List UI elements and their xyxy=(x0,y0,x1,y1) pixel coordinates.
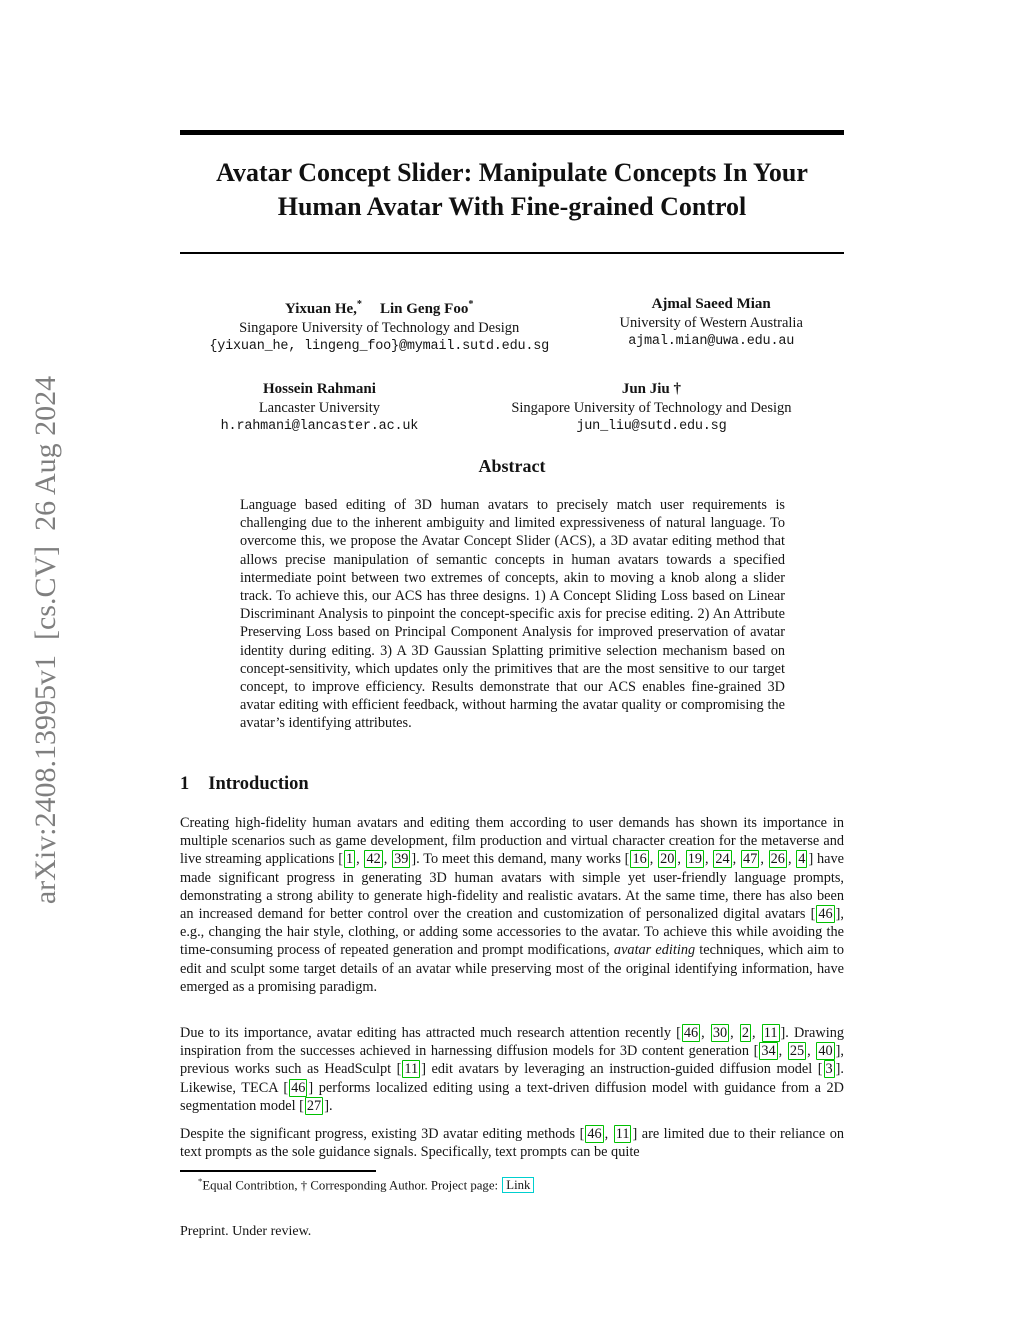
text-run: Due to its importance, avatar editing ha… xyxy=(180,1025,681,1041)
citation-ref[interactable]: 11 xyxy=(402,1060,421,1079)
author-email: jun_liu@sutd.edu.sg xyxy=(576,419,727,434)
author-block: Hossein Rahmani Lancaster University h.rah… xyxy=(180,380,459,436)
citation-ref[interactable]: 39 xyxy=(392,850,411,869)
author-email: h.rahmani@lancaster.ac.uk xyxy=(220,419,419,434)
arxiv-watermark: arXiv:2408.13995v1 [cs.CV] 26 Aug 2024 xyxy=(29,375,62,905)
author-name: Yixuan He, xyxy=(284,301,357,317)
author-affiliation: Lancaster University xyxy=(258,400,381,416)
text-run: ]. To meet this demand, many works [ xyxy=(411,851,630,868)
title-rule-bottom xyxy=(180,252,844,254)
text-run: , xyxy=(787,851,796,868)
text-run: , xyxy=(752,1025,761,1041)
intro-paragraph-1: Creating high-fidelity human avatars and… xyxy=(180,814,844,996)
text-run: , xyxy=(807,1043,816,1060)
intro-paragraph-2: Due to its importance, avatar editing ha… xyxy=(180,1024,844,1115)
text-run: ]. xyxy=(324,1097,333,1114)
paper-title: Avatar Concept Slider: Manipulate Concep… xyxy=(180,156,844,224)
author-name: Hossein Rahmani xyxy=(262,381,376,397)
italic-text: avatar editing xyxy=(613,942,696,959)
citation-ref[interactable]: 1 xyxy=(343,850,356,869)
citation-ref[interactable]: 42 xyxy=(364,850,383,869)
citation-ref[interactable]: 16 xyxy=(630,850,649,869)
author-name: Lin Geng Foo xyxy=(379,301,469,317)
citation-ref[interactable]: 46 xyxy=(289,1078,308,1097)
text-run: Equal Contribtion, † Corresponding Autho… xyxy=(202,1178,502,1193)
citation-ref[interactable]: 11 xyxy=(761,1024,780,1042)
text-run: ], previous works such as HeadSculpt [ xyxy=(180,1043,844,1078)
author-names: Jun Jiu † xyxy=(459,380,844,399)
citation-ref[interactable]: 46 xyxy=(585,1125,604,1143)
text-run: , xyxy=(383,851,392,868)
text-run: ] edit avatars by leveraging an instruct… xyxy=(421,1061,823,1078)
text-run: , xyxy=(760,851,768,868)
authors-row-2: Hossein Rahmani Lancaster University h.rah… xyxy=(180,380,844,436)
project-page-link[interactable]: Link xyxy=(502,1177,535,1194)
author-affiliation: Singapore University of Technology and D… xyxy=(239,320,520,336)
footnote: *Equal Contribtion, † Corresponding Auth… xyxy=(180,1176,844,1194)
citation-ref[interactable]: 19 xyxy=(685,850,705,869)
citation-ref[interactable]: 34 xyxy=(759,1042,778,1061)
citation-ref[interactable]: 46 xyxy=(816,905,835,924)
text-run: Despite the significant progress, existi… xyxy=(180,1126,585,1142)
section-title: Introduction xyxy=(208,774,309,794)
footnote-marker: * xyxy=(198,1176,203,1186)
preprint-note: Preprint. Under review. xyxy=(180,1224,312,1239)
text-run: ] performs localized editing using a tex… xyxy=(180,1079,845,1114)
text-run: Creating high-fidelity human avatars and… xyxy=(180,815,844,868)
author-block: Yixuan He,* Lin Geng Foo* Singapore Univer… xyxy=(180,295,578,356)
text-run: , xyxy=(604,1126,613,1142)
citation-ref[interactable]: 20 xyxy=(658,850,677,869)
text-run: , xyxy=(730,1025,739,1041)
abstract-text: Language based editing of 3D human avata… xyxy=(240,497,785,732)
citation-ref[interactable]: 30 xyxy=(710,1024,730,1042)
section-heading-introduction: 1 Introduction xyxy=(180,774,309,795)
text-run: , xyxy=(705,851,713,868)
author-name: Jun Jiu † xyxy=(621,381,682,397)
text-run: , xyxy=(701,1025,710,1041)
text-run: ] are limited due to their reliance on t… xyxy=(180,1126,845,1161)
author-affiliation: Singapore University of Technology and D… xyxy=(511,400,792,416)
text-run: , xyxy=(732,851,741,868)
text-run: ]. Likewise, TECA [ xyxy=(180,1061,844,1096)
author-email: ajmal.mian@uwa.edu.au xyxy=(628,334,795,349)
citation-ref[interactable]: 4 xyxy=(796,850,808,869)
text-run: , xyxy=(778,1043,787,1060)
author-marker: * xyxy=(468,299,474,310)
author-block: Jun Jiu † Singapore University of Technol… xyxy=(459,380,844,436)
section-number: 1 xyxy=(180,774,190,794)
text-run: , xyxy=(677,851,685,868)
citation-ref[interactable]: 27 xyxy=(304,1096,324,1115)
author-affiliation: University of Western Australia xyxy=(619,315,803,331)
citation-ref[interactable]: 46 xyxy=(681,1024,701,1042)
citation-ref[interactable]: 2 xyxy=(739,1024,752,1042)
footnote-rule xyxy=(180,1170,376,1172)
text-run: , xyxy=(649,851,658,868)
paper-title-line2: Human Avatar With Fine-grained Control xyxy=(277,192,747,221)
author-name: Ajmal Saeed Mian xyxy=(651,296,771,312)
title-rule-top xyxy=(180,130,844,135)
citation-ref[interactable]: 24 xyxy=(713,850,732,869)
text-run: techniques, which aim to edit and sculpt… xyxy=(180,942,844,995)
text-run: ] have made significant progress in gene… xyxy=(180,851,844,923)
authors-row-1: Yixuan He,* Lin Geng Foo* Singapore Univer… xyxy=(180,295,844,356)
citation-ref[interactable]: 26 xyxy=(768,850,787,869)
abstract-heading: Abstract xyxy=(478,456,546,476)
author-marker: * xyxy=(356,299,362,310)
citation-ref[interactable]: 11 xyxy=(613,1125,632,1143)
intro-paragraph-3: Despite the significant progress, existi… xyxy=(180,1125,844,1161)
citation-ref[interactable]: 40 xyxy=(816,1042,835,1061)
text-run: ]. Drawing inspiration from the successe… xyxy=(180,1025,844,1060)
author-names: Hossein Rahmani xyxy=(180,380,459,399)
text-run: ], e.g., changing the hair style, clothi… xyxy=(180,906,844,959)
citation-ref[interactable]: 47 xyxy=(741,850,760,869)
citation-ref[interactable]: 25 xyxy=(787,1042,807,1061)
author-block: Ajmal Saeed Mian University of Western Au… xyxy=(578,295,844,356)
citation-ref[interactable]: 3 xyxy=(823,1060,835,1079)
author-names: Ajmal Saeed Mian xyxy=(578,295,844,314)
author-names: Yixuan He,* Lin Geng Foo* xyxy=(180,295,578,319)
author-email: {yixuan_he, lingeng_foo}@mymail.sutd.edu… xyxy=(209,339,550,354)
paper-title-line1: Avatar Concept Slider: Manipulate Concep… xyxy=(216,158,808,187)
text-run: , xyxy=(356,851,364,868)
